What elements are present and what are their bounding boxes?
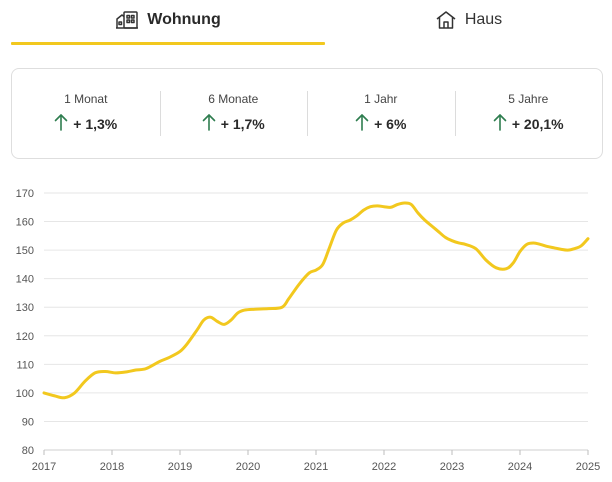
y-tick-label: 170 xyxy=(16,188,34,200)
x-tick-label: 2024 xyxy=(508,461,532,473)
arrow-up-icon xyxy=(202,113,216,136)
y-tick-label: 120 xyxy=(16,331,34,343)
y-tick-label: 100 xyxy=(16,388,34,400)
stat-label: 6 Monate xyxy=(208,91,259,106)
y-tick-label: 150 xyxy=(16,245,34,257)
arrow-up-icon xyxy=(54,113,68,136)
tab-wohnung[interactable]: Wohnung xyxy=(11,0,325,46)
arrow-up-icon xyxy=(355,113,369,136)
tab-haus[interactable]: Haus xyxy=(325,0,612,46)
stat-value: + 1,7% xyxy=(220,116,265,132)
y-tick-label: 90 xyxy=(22,416,34,428)
tab-haus-label: Haus xyxy=(464,11,503,28)
stat-value: + 1,3% xyxy=(73,116,118,132)
tab-wohnung-label: Wohnung xyxy=(147,11,221,28)
stat-5-jahre: 5 Jahre + 20,1% xyxy=(454,69,603,158)
x-tick-label: 2019 xyxy=(168,461,192,473)
stat-label: 5 Jahre xyxy=(508,91,549,106)
stat-label: 1 Jahr xyxy=(364,91,398,106)
stat-1-monat: 1 Monat + 1,3% xyxy=(12,69,160,158)
x-tick-label: 2023 xyxy=(440,461,464,473)
stat-6-monate: 6 Monate + 1,7% xyxy=(159,69,308,158)
price-change-summary: 1 Monat + 1,3% 6 Monate + 1,7% 1 Jahr + … xyxy=(11,68,603,159)
stat-label: 1 Monat xyxy=(64,91,108,106)
active-tab-indicator xyxy=(11,42,325,45)
stat-value: + 20,1% xyxy=(511,116,564,132)
x-tick-label: 2021 xyxy=(304,461,328,473)
stat-value: + 6% xyxy=(374,116,407,132)
price-index-chart-svg: 80 90 100 110 120 130 140 150 160 170 2017 2018 2019… xyxy=(16,188,601,473)
y-tick-label: 140 xyxy=(16,274,34,286)
x-tick-label: 2022 xyxy=(372,461,396,473)
price-index-chart: 80 90 100 110 120 130 140 150 160 170 2017 2018 2019… xyxy=(0,176,612,482)
y-tick-label: 160 xyxy=(16,217,34,229)
price-index-series-line xyxy=(42,201,590,400)
property-type-tabs: Wohnung Haus xyxy=(0,0,612,46)
apartment-building-icon xyxy=(115,10,139,30)
stat-1-jahr: 1 Jahr + 6% xyxy=(307,69,455,158)
house-icon xyxy=(435,10,457,30)
y-tick-label: 110 xyxy=(16,359,34,371)
y-tick-label: 130 xyxy=(16,302,34,314)
x-tick-label: 2020 xyxy=(236,461,260,473)
arrow-up-icon xyxy=(493,113,507,136)
y-tick-label: 80 xyxy=(22,445,34,457)
x-tick-label: 2018 xyxy=(100,461,124,473)
x-tick-label: 2017 xyxy=(32,461,56,473)
x-tick-label: 2025 xyxy=(576,461,600,473)
